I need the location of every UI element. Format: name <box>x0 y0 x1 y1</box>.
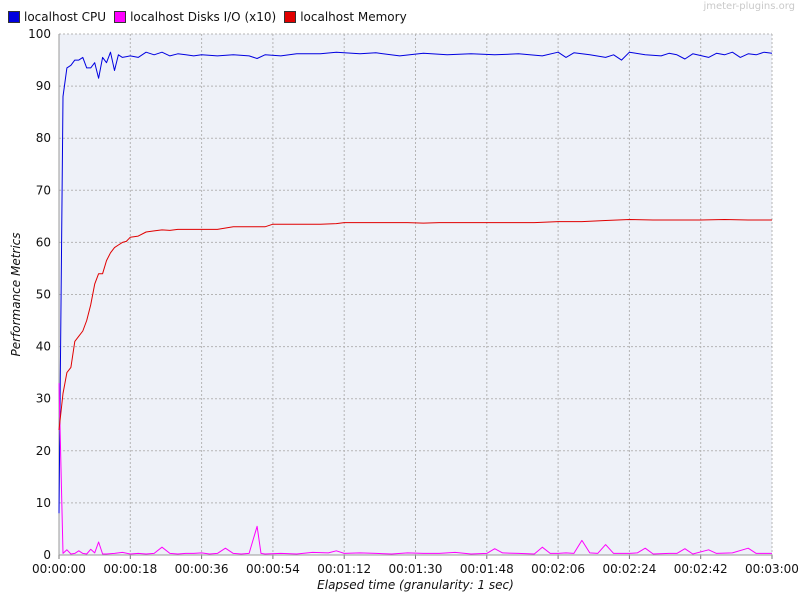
x-tick-label: 00:00:18 <box>103 562 157 576</box>
grid-lines <box>59 33 773 555</box>
y-tick-label: 10 <box>36 496 51 510</box>
y-tick-label: 70 <box>36 183 51 197</box>
y-tick-label: 0 <box>43 548 51 562</box>
legend-item-memory: localhost Memory <box>284 10 407 24</box>
legend-item-cpu: localhost CPU <box>8 10 106 24</box>
x-tick-label: 00:02:42 <box>674 562 728 576</box>
x-tick-label: 00:00:54 <box>246 562 300 576</box>
y-axis-title: Performance Metrics <box>9 232 23 356</box>
legend-swatch-memory <box>284 11 297 23</box>
series-lines <box>58 51 773 555</box>
y-tick-label: 40 <box>36 340 51 354</box>
x-tick-label: 00:01:30 <box>389 562 443 576</box>
x-tick-label: 00:01:48 <box>460 562 514 576</box>
series-line-cpu <box>58 51 773 514</box>
y-tick-label: 100 <box>28 27 51 41</box>
x-tick-label: 00:03:00 <box>745 562 799 576</box>
y-tick-label: 90 <box>36 79 51 93</box>
x-tick-label: 00:00:36 <box>175 562 229 576</box>
legend-swatch-cpu <box>8 11 20 23</box>
y-tick-label: 30 <box>36 392 51 406</box>
x-tick-label: 00:02:24 <box>602 562 656 576</box>
y-tick-label: 60 <box>36 235 51 249</box>
y-tick-label: 50 <box>36 288 51 302</box>
x-tick-label: 00:00:00 <box>32 562 86 576</box>
legend-label-memory: localhost Memory <box>300 10 407 24</box>
y-tick-label: 80 <box>36 131 51 145</box>
y-tick-label: 20 <box>36 444 51 458</box>
series-line-memory <box>58 219 772 431</box>
legend-swatch-disks <box>114 11 127 23</box>
series-line-disks <box>58 383 772 555</box>
tick-labels: 0 10 20 30 40 50 60 70 80 90 100 00:00:00 00:00:18 00… <box>28 27 799 576</box>
x-tick-label: 00:01:12 <box>317 562 371 576</box>
x-tick-label: 00:02:06 <box>531 562 585 576</box>
legend-item-disks: localhost Disks I/O (x10) <box>114 10 276 24</box>
legend: localhost CPU localhost Disks I/O (x10) … <box>8 8 415 26</box>
watermark: jmeter-plugins.org <box>703 1 795 12</box>
legend-label-cpu: localhost CPU <box>24 10 107 24</box>
legend-label-disks: localhost Disks I/O (x10) <box>130 10 277 24</box>
x-axis-title: Elapsed time (granularity: 1 sec) <box>317 578 514 592</box>
